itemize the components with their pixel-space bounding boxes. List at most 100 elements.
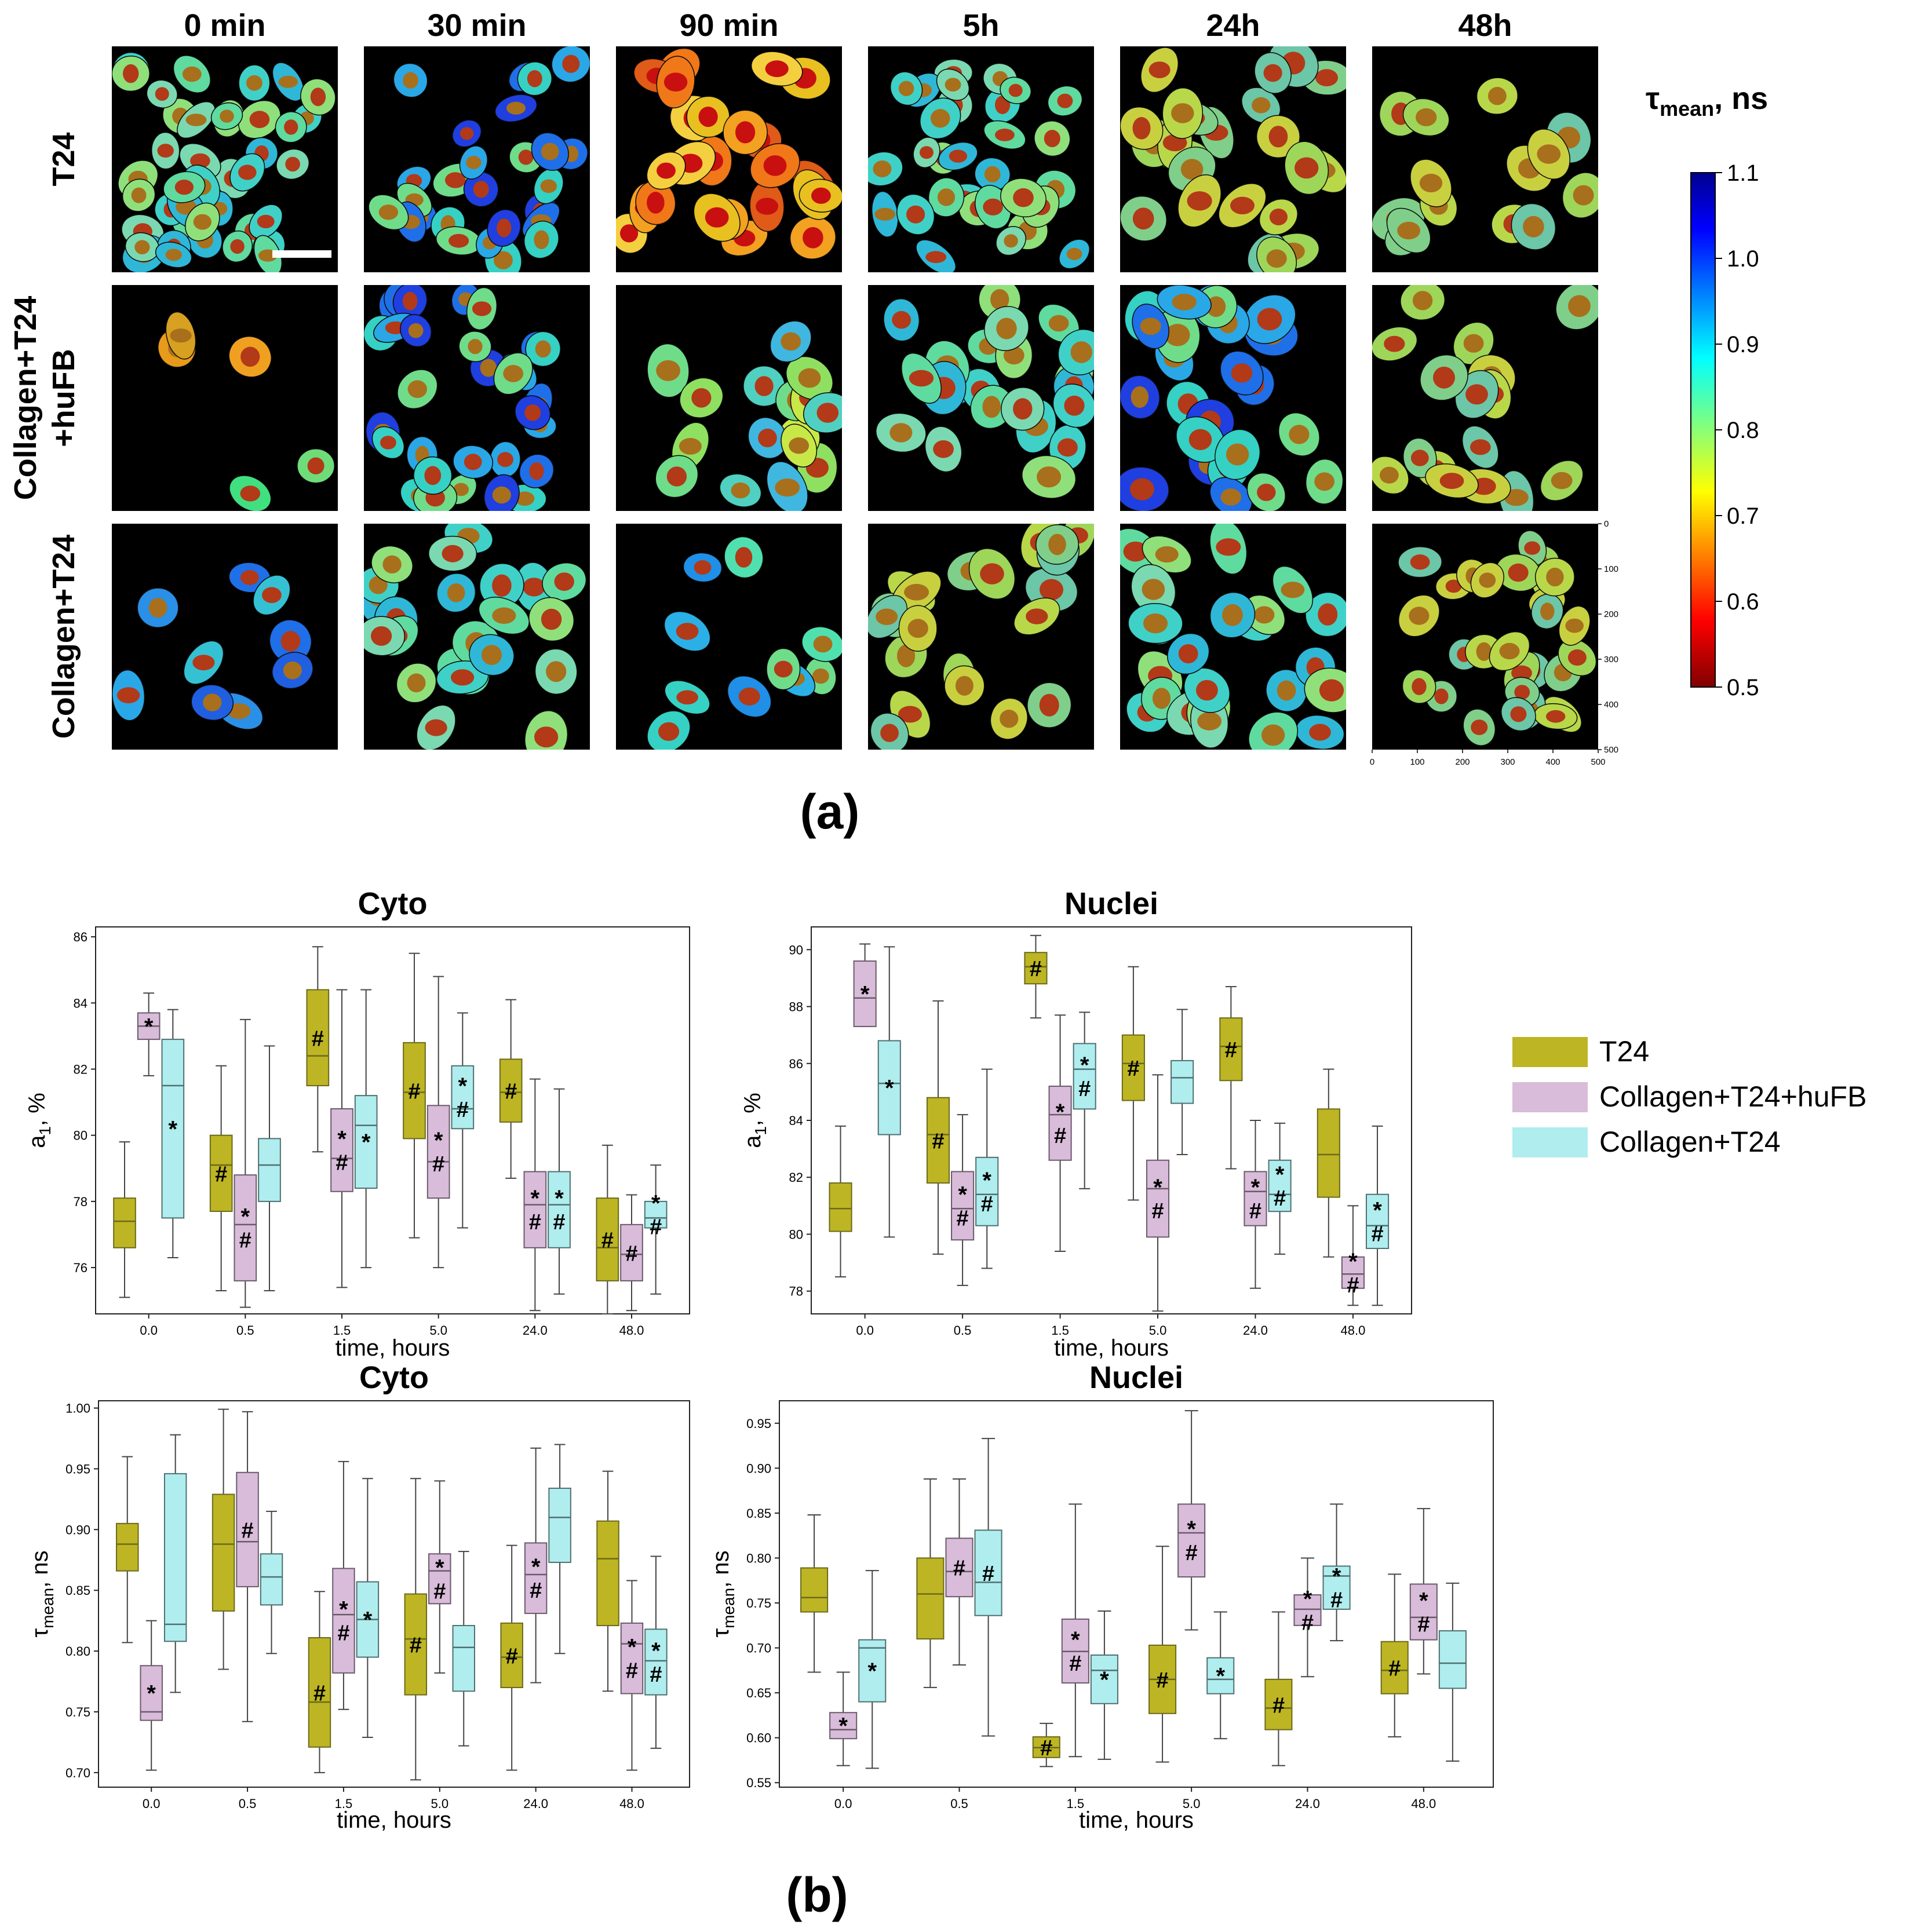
box-collagen-t24-hufb: *# (523, 1078, 547, 1312)
x-tick-label: 24.0 (523, 1323, 548, 1338)
x-tick-label: 5.0 (431, 1796, 449, 1811)
box-collagen-t24-hufb: * (829, 1671, 858, 1766)
svg-text:#: # (239, 1229, 251, 1253)
panel-a-label: (a) (800, 784, 860, 839)
y-tick-label: 0.85 (746, 1506, 771, 1521)
box-collagen-t24-hufb: *# (1048, 1014, 1072, 1252)
x-tick-label: 48.0 (619, 1323, 644, 1338)
boxplot-chart: Cyto time, hours a1, % 76 78 80 82 84 86 0.0 0.5 1.… (24, 886, 690, 1361)
y-tick-label: 0.80 (65, 1644, 90, 1659)
box-collagen-t24 (260, 1510, 283, 1655)
inset-y-tick: 500 (1604, 745, 1618, 755)
scale-bar (272, 250, 331, 258)
micrograph (112, 46, 338, 272)
svg-text:#: # (1054, 1124, 1066, 1148)
y-tick-label: 88 (789, 1000, 803, 1014)
box-collagen-t24-hufb: *# (1177, 1410, 1206, 1631)
plot-frame (779, 1400, 1494, 1788)
colorbar-gradient (1690, 172, 1716, 688)
legend-label: Collagen+T24+huFB (1599, 1080, 1866, 1113)
svg-text:#: # (1417, 1613, 1430, 1637)
x-tick-label: 48.0 (1411, 1796, 1436, 1811)
chart-title: Nuclei (1064, 886, 1158, 921)
box-t24 (916, 1478, 945, 1688)
box-t24 (1317, 1068, 1340, 1258)
svg-text:*: * (982, 1168, 991, 1193)
svg-text:#: # (1069, 1652, 1081, 1676)
svg-text:#: # (650, 1215, 662, 1240)
y-tick-label: 0.70 (65, 1766, 90, 1780)
y-tick-label: 0.55 (746, 1776, 771, 1790)
time-header: 5h (962, 8, 999, 43)
box-t24 (116, 1456, 139, 1644)
svg-text:*: * (1251, 1175, 1260, 1200)
y-tick-label: 78 (74, 1195, 87, 1209)
y-tick-label: 76 (74, 1261, 87, 1275)
y-tick-label: 84 (789, 1113, 803, 1128)
svg-text:*: * (885, 1076, 894, 1101)
inset-x-tick: 200 (1455, 757, 1470, 767)
svg-text:#: # (530, 1579, 542, 1603)
box-t24: # (926, 1000, 950, 1255)
box-t24: # (1380, 1573, 1409, 1738)
micrograph (364, 285, 590, 511)
box-t24: # (308, 1591, 331, 1773)
legend-item: Collagen+T24 (1512, 1126, 1781, 1158)
box-collagen-t24: *# (1073, 1011, 1096, 1189)
x-axis-label: time, hours (337, 1807, 451, 1833)
legend-item: T24 (1512, 1035, 1649, 1068)
svg-text:*: * (867, 1659, 877, 1684)
box-t24: # (1121, 966, 1145, 1201)
svg-text:#: # (506, 1644, 518, 1668)
y-axis-label: a1, % (24, 1093, 54, 1148)
box-collagen-t24: *# (644, 1164, 668, 1295)
box-collagen-t24 (163, 1434, 187, 1693)
x-tick-label: 24.0 (1243, 1323, 1268, 1338)
box-t24: # (306, 946, 330, 1153)
svg-text:#: # (650, 1663, 662, 1687)
svg-text:*: * (1071, 1627, 1080, 1653)
chart-title: Nuclei (1089, 1360, 1183, 1395)
svg-text:#: # (1186, 1541, 1198, 1565)
y-tick-label: 80 (789, 1227, 803, 1241)
x-tick-label: 0.0 (143, 1796, 161, 1811)
legend-label: T24 (1599, 1035, 1649, 1068)
y-axis-label: τmean, ns (27, 1550, 57, 1637)
svg-text:*: * (651, 1191, 661, 1217)
x-tick-label: 0.0 (856, 1323, 874, 1338)
box-collagen-t24 (1438, 1582, 1467, 1762)
legend-swatch (1512, 1082, 1588, 1112)
svg-text:#: # (410, 1634, 422, 1658)
y-tick-label: 0.90 (746, 1461, 771, 1476)
y-tick-label: 90 (789, 943, 803, 957)
inset-x-tick: 400 (1545, 757, 1560, 767)
row-label: T24 (46, 132, 81, 186)
box-collagen-t24: *# (975, 1068, 999, 1269)
plot-frame (98, 1400, 690, 1788)
svg-text:*: * (838, 1714, 848, 1739)
y-tick-label: 0.60 (746, 1731, 771, 1745)
svg-text:*: * (144, 1014, 154, 1039)
micrograph (1120, 46, 1346, 272)
svg-text:*: * (147, 1681, 156, 1706)
y-tick-label: 0.95 (65, 1462, 90, 1476)
svg-text:#: # (982, 1562, 994, 1586)
boxplot-chart: Nuclei time, hours τmean, ns 0.55 0.60 0.65 0.… (708, 1360, 1494, 1833)
micrograph (616, 46, 842, 272)
box-collagen-t24-hufb: * (853, 943, 877, 1027)
svg-text:*: * (339, 1597, 348, 1623)
svg-text:*: * (1373, 1197, 1382, 1223)
svg-text:#: # (505, 1080, 517, 1104)
box-collagen-t24-hufb: *# (1409, 1508, 1438, 1675)
time-header: 0 min (184, 8, 265, 43)
time-header: 90 min (679, 8, 778, 43)
box-collagen-t24: * (161, 1009, 185, 1258)
time-header: 30 min (427, 8, 526, 43)
svg-text:*: * (434, 1128, 443, 1153)
box-t24 (800, 1514, 829, 1673)
micrograph (616, 285, 842, 511)
row-label: Collagen+T24 +huFB (8, 296, 81, 501)
y-tick-label: 86 (789, 1057, 803, 1071)
box-collagen-t24: * (1090, 1610, 1118, 1760)
